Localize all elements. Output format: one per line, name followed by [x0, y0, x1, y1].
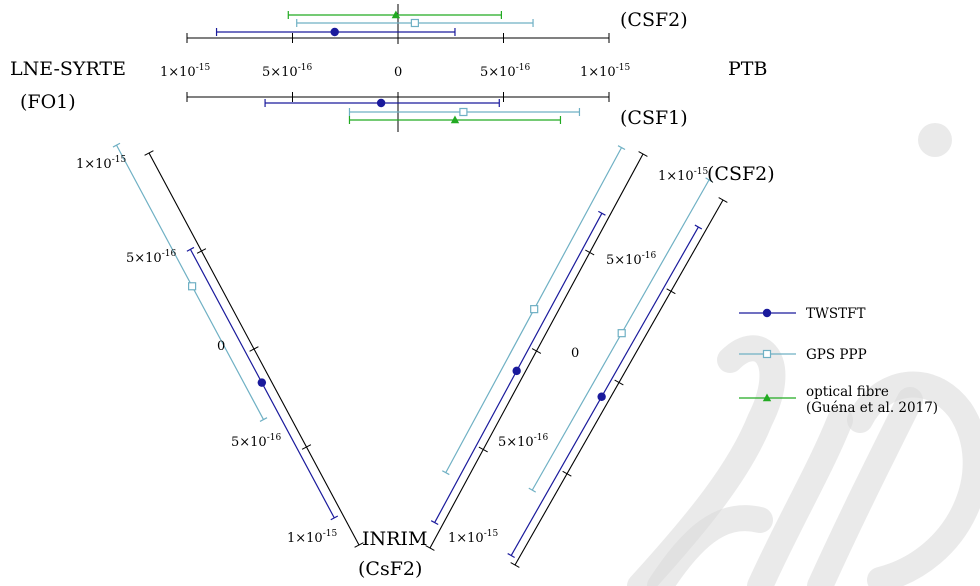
axis-tick	[196, 248, 207, 254]
axis-tick	[478, 446, 488, 453]
error-bar-cap	[617, 145, 626, 151]
tick-labels-group: 1×10-15 5×10-16 0 5×10-16 1×10-15 1×10-15 5×10…	[76, 63, 708, 546]
error-bar-cap	[598, 210, 606, 216]
tick-label-neg-5e16: 5×10-16	[262, 63, 312, 80]
tick-label-mid-1e15-b: 1×10-15	[658, 167, 708, 184]
marker-gps-ppp	[530, 305, 539, 314]
label-inrim: INRIM	[362, 528, 427, 550]
error-bar-cap	[528, 487, 537, 493]
marker-twstft	[376, 98, 386, 108]
marker-gps-ppp	[617, 329, 626, 338]
tick-label-left-1e15-b: 1×10-15	[287, 529, 337, 546]
marker-gps-ppp	[410, 18, 419, 28]
watermark-dot	[918, 123, 952, 157]
marker-optical-fibre	[450, 115, 460, 124]
tick-label-left-5e16-b: 5×10-16	[231, 433, 281, 450]
watermark-stroke	[807, 387, 923, 586]
tick-label-pos-5e16: 5×10-16	[480, 63, 530, 80]
axis-tick	[638, 151, 648, 157]
error-bar-cap	[705, 177, 713, 183]
label-ptb-csf2-top: (CSF2)	[620, 9, 688, 31]
label-ptb-csf2-right: (CSF2)	[707, 163, 775, 185]
tick-label-mid-5e16: 5×10-16	[498, 433, 548, 450]
axes-group	[144, 4, 728, 568]
tick-label-mid-1e15: 1×10-15	[448, 529, 498, 546]
marker-gps-ppp	[459, 107, 468, 117]
marker-twstft	[512, 366, 521, 376]
legend-label-gps: GPS PPP	[806, 347, 867, 363]
tick-label-zero: 0	[394, 65, 402, 80]
watermark	[627, 123, 980, 586]
marker-optical-fibre	[391, 10, 401, 19]
legend-marker-twstft	[762, 308, 772, 318]
axis-tick	[666, 288, 676, 295]
watermark-stroke	[847, 371, 980, 586]
label-inrim-clock: (CsF2)	[358, 558, 422, 580]
marker-gps-ppp	[188, 282, 197, 291]
tick-label-left-5e16: 5×10-16	[126, 249, 176, 266]
axis-tick	[562, 470, 572, 477]
axis-tick	[301, 444, 312, 450]
axis-tick	[510, 562, 520, 568]
error-bar-cap	[330, 515, 339, 521]
axis-tick	[249, 346, 259, 352]
axis-tick	[354, 542, 364, 548]
axis-tick	[425, 545, 435, 551]
error-bar-cap	[259, 417, 268, 422]
axis-tick	[718, 197, 728, 203]
tick-label-left-zero: 0	[217, 339, 225, 354]
legend: TWSTFT GPS PPP optical fibre(Guéna et al. …	[739, 306, 938, 416]
error-bar-twstft	[510, 226, 699, 556]
tick-label-neg-1e15: 1×10-15	[160, 63, 210, 80]
watermark-stroke	[627, 335, 786, 586]
marker-twstft	[330, 27, 339, 37]
error-bar-cap	[112, 142, 121, 148]
label-ptb-csf1: (CSF1)	[620, 107, 688, 129]
tick-label-mid-zero: 0	[571, 346, 579, 361]
label-lne-syrte-clock: (FO1)	[20, 91, 76, 113]
error-bar-cap	[186, 246, 195, 252]
marker-twstft	[257, 378, 267, 387]
axis-tick	[144, 150, 154, 156]
label-lne-syrte: LNE-SYRTE	[10, 58, 126, 80]
marker-twstft	[597, 392, 606, 401]
tick-label-mid-5e16-b: 5×10-16	[606, 251, 656, 268]
error-bar-cap	[694, 224, 703, 230]
legend-label-twstft: TWSTFT	[806, 306, 866, 322]
watermark-stroke	[647, 505, 773, 586]
tick-label-pos-1e15: 1×10-15	[580, 63, 630, 80]
error-bar-cap	[430, 520, 439, 526]
error-bar-cap	[507, 553, 515, 559]
axis-tick	[585, 249, 595, 256]
legend-marker-gps	[762, 349, 772, 359]
error-bar-cap	[441, 470, 450, 476]
error-bars-group	[112, 10, 713, 559]
label-ptb: PTB	[728, 58, 767, 80]
legend-marker-fibre	[762, 393, 772, 402]
axis-tick	[614, 379, 624, 386]
watermark-stroke	[747, 407, 853, 586]
axis-tick	[531, 348, 542, 354]
legend-label-fibre: optical fibre	[806, 384, 889, 400]
legend-label-fibre-ref: (Guéna et al. 2017)	[806, 400, 938, 416]
tick-label-left-1e15: 1×10-15	[76, 155, 126, 172]
